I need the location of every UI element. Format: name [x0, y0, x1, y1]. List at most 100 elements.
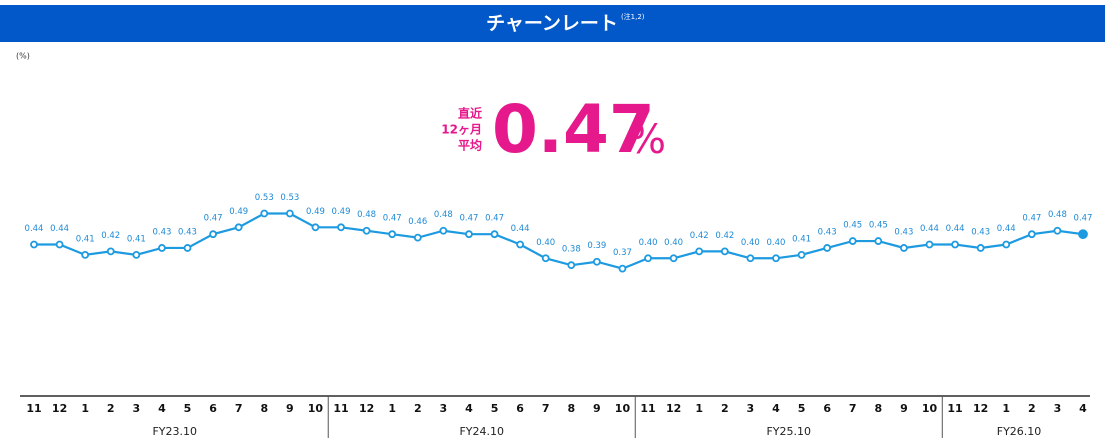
value-label: 0.44 — [25, 224, 44, 234]
x-tick-label: 11 — [640, 402, 655, 415]
title: チャーンレート — [486, 13, 618, 35]
x-tick-label: 12 — [666, 402, 681, 415]
point — [439, 226, 448, 235]
value-label: 0.43 — [152, 227, 171, 237]
point — [618, 264, 627, 273]
value-label: 0.44 — [920, 224, 939, 234]
point — [285, 209, 294, 218]
value-label: 0.48 — [434, 210, 453, 220]
value-label: 0.53 — [280, 193, 299, 203]
x-tick-label: 6 — [516, 402, 524, 415]
group-label: FY25.10 — [766, 425, 811, 438]
point — [362, 226, 371, 235]
x-tick-label: 9 — [593, 402, 601, 415]
x-tick-label: 10 — [308, 402, 324, 415]
x-tick-label: 3 — [1054, 402, 1062, 415]
x-tick-label: 2 — [721, 402, 729, 415]
value-label: 0.44 — [997, 224, 1016, 234]
x-tick-label: 2 — [414, 402, 422, 415]
x-tick-label: 3 — [747, 402, 755, 415]
x-tick-label: 12 — [52, 402, 67, 415]
x-tick-label: 8 — [874, 402, 882, 415]
value-label: 0.44 — [946, 224, 965, 234]
x-tick-label: 7 — [849, 402, 857, 415]
value-label: 0.40 — [536, 238, 555, 248]
point — [746, 254, 755, 263]
point — [1053, 226, 1062, 235]
value-label: 0.43 — [818, 227, 837, 237]
value-label: 0.49 — [306, 207, 325, 217]
value-label: 0.53 — [255, 193, 274, 203]
x-tick-label: 1 — [388, 402, 396, 415]
x-tick-label: 11 — [26, 402, 41, 415]
value-label: 0.39 — [587, 241, 606, 251]
group-label: FY24.10 — [459, 425, 504, 438]
value-label: 0.48 — [1048, 210, 1067, 220]
x-tick-label: 6 — [209, 402, 217, 415]
point — [106, 247, 115, 256]
x-tick-label: 3 — [133, 402, 141, 415]
point — [209, 230, 217, 239]
point — [695, 247, 704, 256]
point — [951, 240, 959, 249]
point — [720, 247, 729, 256]
x-tick-label: 12 — [973, 402, 988, 415]
value-label: 0.48 — [357, 210, 376, 220]
point — [772, 254, 780, 263]
value-label: 0.44 — [50, 224, 69, 234]
value-label: 0.46 — [408, 217, 427, 227]
headline-label: 平均 — [458, 138, 482, 153]
point — [1027, 230, 1036, 239]
point — [1002, 240, 1011, 249]
x-tick-label: 4 — [1079, 402, 1087, 415]
value-label: 0.40 — [741, 238, 760, 248]
point — [797, 250, 806, 259]
value-label: 0.43 — [178, 227, 197, 237]
point — [158, 244, 166, 252]
x-tick-label: 12 — [359, 402, 374, 415]
point — [490, 230, 499, 239]
value-label: 0.37 — [613, 248, 632, 258]
x-tick-label: 5 — [184, 402, 192, 415]
unit-label: (%) — [16, 52, 30, 61]
x-tick-label: 8 — [260, 402, 268, 415]
value-label: 0.47 — [204, 214, 223, 224]
point — [592, 257, 601, 266]
x-tick-label: 1 — [1002, 402, 1010, 415]
x-tick-label: 4 — [465, 402, 473, 415]
point — [516, 240, 525, 249]
point — [234, 223, 243, 232]
x-tick-label: 11 — [333, 402, 348, 415]
x-tick-label: 5 — [491, 402, 499, 415]
headline-label: 12ヶ月 — [441, 123, 482, 137]
point — [823, 244, 832, 252]
point — [669, 254, 678, 263]
value-label: 0.45 — [843, 221, 862, 231]
title-note: (注1,2) — [621, 12, 645, 21]
x-tick-label: 9 — [286, 402, 294, 415]
x-tick-label: 1 — [695, 402, 703, 415]
value-label: 0.47 — [459, 214, 478, 224]
x-tick-label: 1 — [81, 402, 89, 415]
point — [81, 250, 90, 259]
x-tick-label: 4 — [158, 402, 166, 415]
value-label: 0.42 — [690, 231, 709, 241]
x-tick-label: 10 — [615, 402, 631, 415]
group-label: FY26.10 — [997, 425, 1042, 438]
point — [567, 261, 576, 270]
value-label: 0.47 — [485, 214, 504, 224]
headline-value: 0.47 — [492, 91, 655, 168]
point — [413, 233, 422, 242]
point — [925, 240, 934, 249]
x-tick-label: 10 — [922, 402, 938, 415]
value-label: 0.45 — [869, 221, 888, 231]
point — [874, 237, 883, 245]
headline-label: 直近 — [458, 106, 482, 121]
value-label: 0.41 — [127, 234, 146, 244]
value-label: 0.47 — [383, 214, 402, 224]
value-label: 0.43 — [971, 227, 990, 237]
value-label: 0.49 — [229, 207, 248, 217]
x-tick-label: 11 — [947, 402, 962, 415]
x-tick-label: 5 — [798, 402, 806, 415]
point — [900, 244, 908, 252]
